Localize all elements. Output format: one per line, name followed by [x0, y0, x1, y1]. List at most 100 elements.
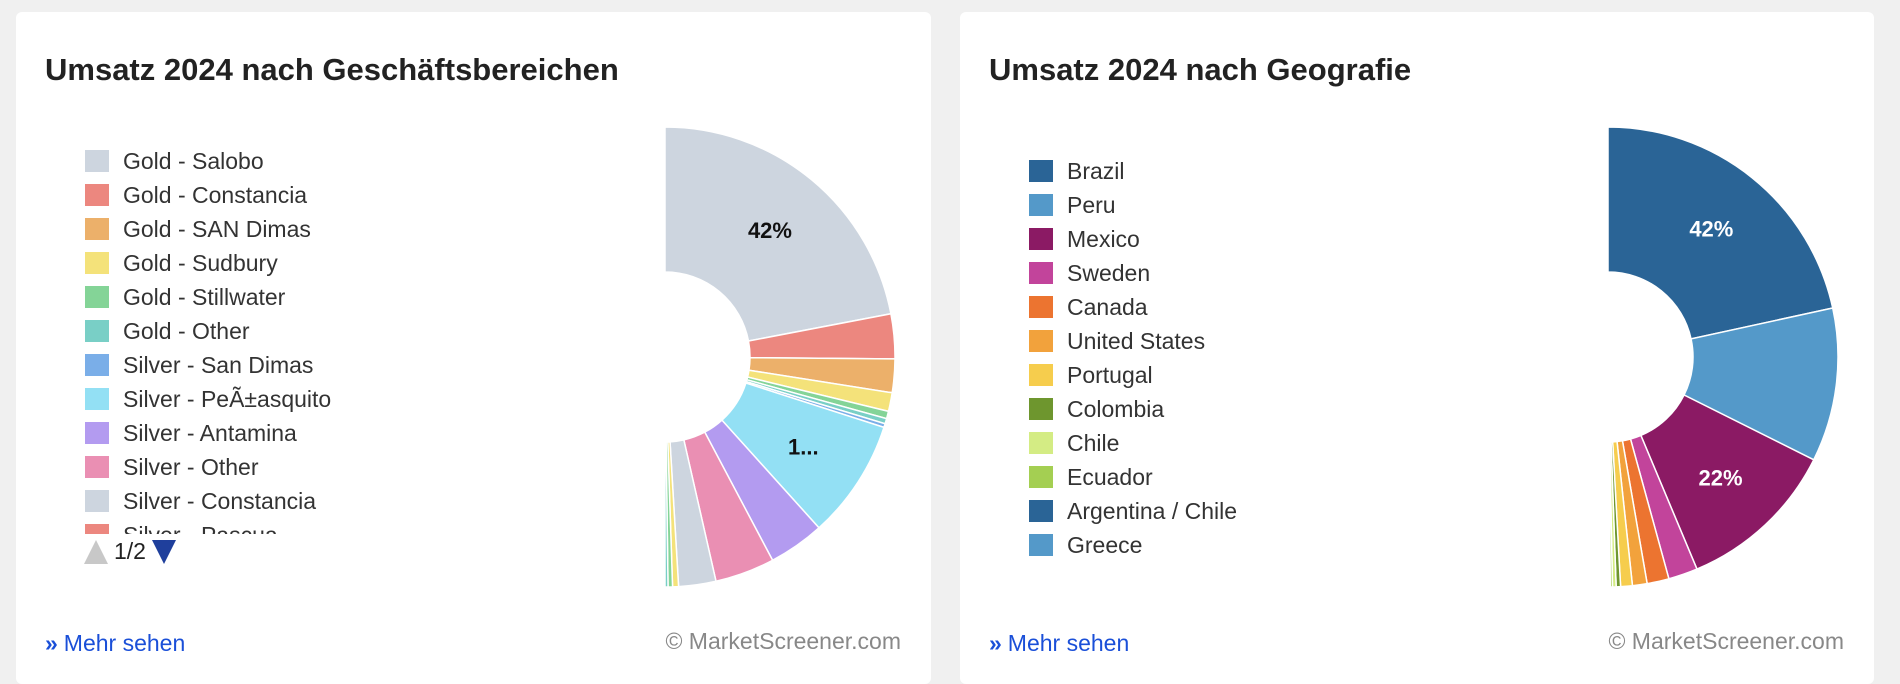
pie-slice[interactable] — [664, 441, 669, 588]
legend-item[interactable]: Gold - Constancia — [85, 178, 465, 212]
legend-swatch — [85, 388, 109, 410]
legend-swatch — [85, 184, 109, 206]
legend-swatch — [1029, 228, 1053, 250]
pie-slice[interactable] — [1639, 393, 1815, 571]
legend-item[interactable]: Portugal — [1029, 358, 1409, 392]
legend-item[interactable]: Gold - Other — [85, 314, 465, 348]
copyright: © MarketScreener.com — [1608, 628, 1844, 654]
pie-slice[interactable] — [1607, 441, 1610, 588]
card-revenue-by-segment: Umsatz 2024 nach Geschäftsbereichen Gold… — [16, 12, 931, 684]
legend-swatch — [85, 354, 109, 376]
pager-down-arrow-icon[interactable] — [151, 539, 176, 564]
legend-swatch — [1029, 364, 1053, 386]
legend-item[interactable]: Sweden — [1029, 256, 1409, 290]
legend-swatch — [85, 456, 109, 478]
legend-item[interactable]: Silver - Pascua — [85, 518, 465, 534]
legend-swatch — [1029, 500, 1053, 522]
legend-item[interactable]: Canada — [1029, 290, 1409, 324]
slice-data-label: 42% — [748, 218, 792, 243]
chevron-icon: » — [989, 630, 1002, 656]
legend-swatch — [1029, 398, 1053, 420]
legend-swatch — [1029, 466, 1053, 488]
card-title: Umsatz 2024 nach Geschäftsbereichen — [45, 52, 619, 87]
donut-chart-geography: 42% 22% — [1607, 126, 1839, 588]
legend-item[interactable]: Silver - San Dimas — [85, 348, 465, 382]
legend-swatch — [1029, 330, 1053, 352]
legend-label: Sweden — [1067, 259, 1151, 286]
legend-label: Gold - SAN Dimas — [123, 215, 311, 242]
legend-label: Silver - Antamina — [123, 419, 297, 446]
legend-label: Silver - San Dimas — [123, 351, 314, 378]
legend-item[interactable]: Gold - Sudbury — [85, 246, 465, 280]
pager-up-arrow-icon[interactable] — [84, 539, 108, 564]
slice-data-label: 1... — [788, 434, 819, 459]
card-title: Umsatz 2024 nach Geografie — [989, 52, 1412, 87]
legend-label: Colombia — [1067, 395, 1165, 422]
pie-slice[interactable] — [664, 126, 892, 342]
legend-label: United States — [1067, 327, 1206, 354]
legend-swatch — [1029, 296, 1053, 318]
legend-item[interactable]: Argentina / Chile — [1029, 494, 1409, 528]
donut-chart-segments: 42% 1... — [664, 126, 896, 588]
legend-label: Brazil — [1067, 157, 1125, 184]
legend-item[interactable]: Silver - PeÃ±asquito — [85, 382, 465, 416]
legend-swatch — [85, 422, 109, 444]
legend: Brazil Peru Mexico Sweden Canada United State… — [1029, 154, 1409, 574]
legend-label: Argentina / Chile — [1067, 497, 1238, 524]
legend-label: Gold - Salobo — [123, 147, 264, 174]
more-link[interactable]: » Mehr sehen — [45, 630, 185, 657]
legend-item[interactable]: Silver - Antamina — [85, 416, 465, 450]
legend-pager: 1/2 — [84, 538, 176, 565]
legend-item[interactable]: Mexico — [1029, 222, 1409, 256]
legend-item[interactable]: Peru — [1029, 188, 1409, 222]
legend-label: Gold - Other — [123, 317, 250, 344]
legend-label: Gold - Stillwater — [123, 283, 286, 310]
legend-item[interactable]: Chile — [1029, 426, 1409, 460]
legend-item[interactable]: Greece — [1029, 528, 1409, 562]
legend-swatch — [85, 150, 109, 172]
legend-item[interactable]: Gold - Salobo — [85, 144, 465, 178]
legend-item[interactable]: Colombia — [1029, 392, 1409, 426]
legend-swatch — [85, 286, 109, 308]
legend-label: Canada — [1067, 293, 1148, 320]
legend-label: Chile — [1067, 429, 1120, 456]
legend-label: Peru — [1067, 191, 1116, 218]
slice-data-label: 22% — [1699, 465, 1743, 490]
pie-slice[interactable] — [1607, 126, 1834, 340]
legend-label: Silver - Other — [123, 453, 259, 480]
copyright: © MarketScreener.com — [665, 628, 901, 654]
legend-label: Ecuador — [1067, 463, 1153, 490]
legend-label: Silver - Constancia — [123, 487, 317, 514]
legend-item[interactable]: Gold - Stillwater — [85, 280, 465, 314]
legend-swatch — [1029, 262, 1053, 284]
legend-swatch — [85, 524, 109, 534]
legend-label: Mexico — [1067, 225, 1140, 252]
legend-swatch — [1029, 160, 1053, 182]
more-link-label: Mehr sehen — [1007, 630, 1130, 656]
legend-swatch — [1029, 194, 1053, 216]
card-revenue-by-geography: Umsatz 2024 nach Geografie Brazil Peru Mex… — [960, 12, 1874, 684]
legend-label: Portugal — [1067, 361, 1153, 388]
pie-slice[interactable] — [1683, 307, 1839, 461]
legend-item[interactable]: United States — [1029, 324, 1409, 358]
legend-item[interactable]: Gold - SAN Dimas — [85, 212, 465, 246]
legend-label: Greece — [1067, 531, 1143, 558]
legend-swatch — [1029, 432, 1053, 454]
legend-item[interactable]: Brazil — [1029, 154, 1409, 188]
pager-label: 1/2 — [114, 538, 146, 564]
chevron-icon: » — [45, 630, 58, 656]
legend-swatch — [85, 490, 109, 512]
slice-data-label: 42% — [1689, 217, 1733, 242]
legend-label: Gold - Constancia — [123, 181, 308, 208]
more-link[interactable]: » Mehr sehen — [989, 630, 1129, 657]
legend-swatch — [1029, 534, 1053, 556]
legend-label: Silver - Pascua — [123, 522, 278, 535]
legend-swatch — [85, 218, 109, 240]
legend-label: Silver - PeÃ±asquito — [123, 385, 332, 412]
legend-item[interactable]: Silver - Other — [85, 450, 465, 484]
legend-item[interactable]: Ecuador — [1029, 460, 1409, 494]
legend-label: Gold - Sudbury — [123, 249, 278, 276]
legend-item[interactable]: Silver - Constancia — [85, 484, 465, 518]
more-link-label: Mehr sehen — [63, 630, 186, 656]
legend-swatch — [85, 320, 109, 342]
